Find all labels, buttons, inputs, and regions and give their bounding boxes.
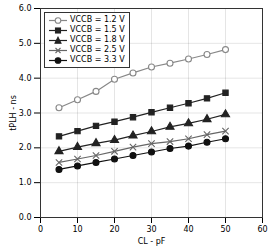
- svg-text:1.0: 1.0: [19, 178, 32, 187]
- svg-text:20: 20: [109, 225, 119, 234]
- svg-text:30: 30: [146, 225, 156, 234]
- html-text:VCCB = 1.5 V: VCCB = 1.5 V: [70, 25, 125, 34]
- svg-text:0.0: 0.0: [19, 213, 32, 222]
- svg-text:2.0: 2.0: [19, 143, 32, 152]
- svg-text:60: 60: [257, 225, 267, 234]
- html-text:VCCB = 1.2 V: VCCB = 1.2 V: [70, 15, 125, 24]
- svg-text:3.0: 3.0: [19, 109, 32, 118]
- svg-text:5.0: 5.0: [19, 39, 32, 48]
- svg-text:40: 40: [183, 225, 193, 234]
- html-text:VCCB = 2.5 V: VCCB = 2.5 V: [70, 45, 125, 54]
- svg-text:10: 10: [72, 225, 82, 234]
- svg-text:CL - pF: CL - pF: [138, 237, 166, 246]
- svg-text:tPLH - ns: tPLH - ns: [9, 95, 18, 131]
- html-text:VCCB = 3.3 V: VCCB = 3.3 V: [70, 55, 125, 64]
- svg-text:0: 0: [38, 225, 43, 234]
- svg-text:6.0: 6.0: [19, 4, 32, 13]
- svg-text:4.0: 4.0: [19, 74, 32, 83]
- html-text:VCCB = 1.8 V: VCCB = 1.8 V: [70, 35, 125, 44]
- svg-text:50: 50: [220, 225, 230, 234]
